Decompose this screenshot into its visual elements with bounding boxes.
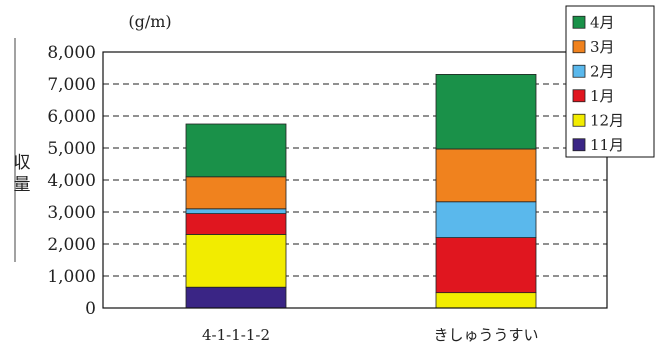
bar-segment [185,176,287,210]
legend-box [565,5,655,158]
y-axis-label-char: 量 [14,175,31,195]
y-axis-label-char: 収 [14,153,31,173]
y-tick-label: 5,000 [47,139,96,159]
y-tick-label: 2,000 [47,235,96,255]
y-tick-label: 4,000 [47,171,96,191]
legend-swatch [572,113,586,127]
legend-label: 2月 [590,62,615,80]
category-label: 4-1-1-1-2 [202,326,270,344]
bar-segment [435,148,537,203]
bar-segment [435,237,537,294]
y-axis-label: 収量 [14,153,31,195]
legend: 4月 3月 2月 1月 12月 11月 [565,5,655,158]
bar-segment [185,233,287,288]
y-tick-label: 3,000 [47,203,96,223]
y-tick-label: 6,000 [47,107,96,127]
legend-swatch [572,64,586,78]
bar-segment [185,123,287,178]
bar-segment [185,208,287,215]
legend-swatch [572,15,586,29]
legend-label: 3月 [590,38,615,56]
bar-segment [435,292,537,309]
bar-segment [435,201,537,238]
legend-swatch [572,40,586,54]
legend-label: 4月 [590,13,615,31]
legend-swatch [572,138,586,152]
y-tick-labels: 0 1,000 2,000 3,000 4,000 5,000 6,000 7,000 8,00… [47,43,96,319]
bar-segment [185,213,287,235]
bars [185,74,537,309]
y-tick-label: 1,000 [47,267,96,287]
y-tick-label: 0 [85,299,96,319]
legend-swatch [572,89,586,103]
legend-label: 11月 [590,136,624,154]
plot-frame [102,51,608,309]
bar-segment [185,286,287,309]
category-label: きしゅううすい [433,326,538,344]
bar-segment [435,74,537,150]
y-tick-label: 7,000 [47,75,96,95]
category-labels: 4-1-1-1-2 きしゅううすい [202,326,539,344]
legend-label: 1月 [590,87,615,105]
y-tick-label: 8,000 [47,43,96,63]
unit-label: (g/m) [128,12,171,31]
legend-label: 12月 [590,111,624,129]
